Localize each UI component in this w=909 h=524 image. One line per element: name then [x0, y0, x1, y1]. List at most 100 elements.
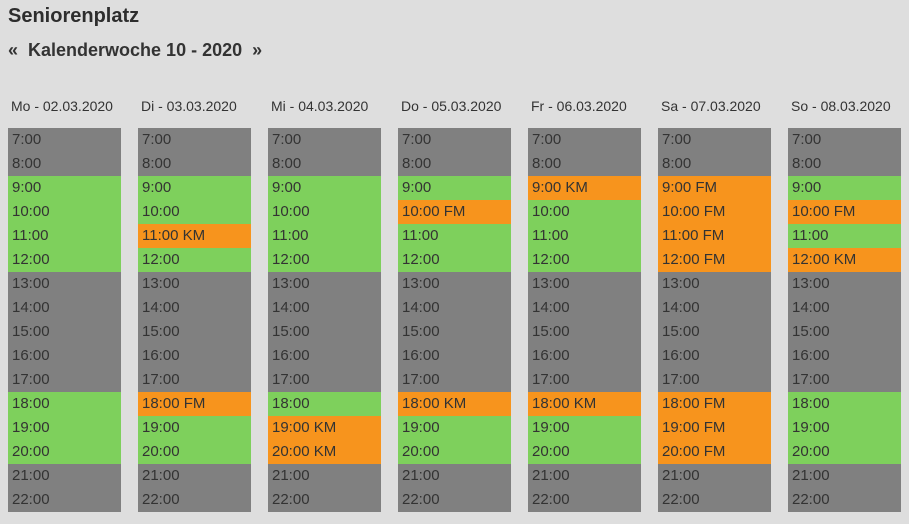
time-slot[interactable]: 19:00	[8, 416, 121, 440]
time-slot[interactable]: 12:00	[398, 248, 511, 272]
time-slot[interactable]: 9:00 KM	[528, 176, 641, 200]
time-slot: 13:00	[658, 272, 771, 296]
time-slot: 16:00	[788, 344, 901, 368]
time-slot[interactable]: 20:00	[528, 440, 641, 464]
time-slot: 16:00	[138, 344, 251, 368]
time-slot[interactable]: 12:00	[138, 248, 251, 272]
time-slot[interactable]: 12:00	[8, 248, 121, 272]
time-slot[interactable]: 11:00 KM	[138, 224, 251, 248]
time-slot[interactable]: 9:00	[138, 176, 251, 200]
time-slot: 13:00	[528, 272, 641, 296]
time-slot[interactable]: 18:00 FM	[658, 392, 771, 416]
time-slot[interactable]: 18:00 KM	[398, 392, 511, 416]
time-slot[interactable]: 19:00	[788, 416, 901, 440]
time-slot[interactable]: 20:00	[788, 440, 901, 464]
time-slot: 7:00	[398, 128, 511, 152]
time-slot: 8:00	[788, 152, 901, 176]
time-slot[interactable]: 12:00	[268, 248, 381, 272]
day-column: Do - 05.03.2020 7:00 8:00 9:00 10:00 FM 11:00…	[398, 98, 511, 512]
time-slot[interactable]: 10:00 FM	[398, 200, 511, 224]
time-slot[interactable]: 19:00 KM	[268, 416, 381, 440]
time-slot[interactable]: 11:00	[8, 224, 121, 248]
time-slot: 16:00	[268, 344, 381, 368]
time-slot[interactable]: 18:00	[788, 392, 901, 416]
time-slot[interactable]: 20:00	[138, 440, 251, 464]
time-slot[interactable]: 9:00	[788, 176, 901, 200]
time-slot: 15:00	[268, 320, 381, 344]
time-slot: 21:00	[398, 464, 511, 488]
time-slot: 7:00	[528, 128, 641, 152]
time-slot[interactable]: 10:00	[528, 200, 641, 224]
time-slot: 22:00	[658, 488, 771, 512]
time-slot: 15:00	[658, 320, 771, 344]
time-slot[interactable]: 19:00	[528, 416, 641, 440]
time-slot: 8:00	[138, 152, 251, 176]
time-slot[interactable]: 18:00 KM	[528, 392, 641, 416]
time-slot: 22:00	[398, 488, 511, 512]
time-slot[interactable]: 10:00	[8, 200, 121, 224]
day-slots: 7:00 8:00 9:00 10:00 FM 11:00 12:00 13:00 14:00…	[398, 128, 511, 512]
time-slot: 16:00	[658, 344, 771, 368]
time-slot[interactable]: 18:00 FM	[138, 392, 251, 416]
time-slot: 14:00	[398, 296, 511, 320]
time-slot[interactable]: 19:00 FM	[658, 416, 771, 440]
time-slot: 14:00	[268, 296, 381, 320]
time-slot: 21:00	[528, 464, 641, 488]
previous-week-icon[interactable]: «	[8, 40, 19, 60]
time-slot[interactable]: 19:00	[398, 416, 511, 440]
time-slot[interactable]: 10:00	[268, 200, 381, 224]
time-slot: 17:00	[658, 368, 771, 392]
next-week-icon[interactable]: »	[252, 40, 263, 60]
day-header: Mo - 02.03.2020	[11, 98, 113, 114]
day-column: Mi - 04.03.2020 7:00 8:00 9:00 10:00 11:00 12:…	[268, 98, 381, 512]
day-slots: 7:00 8:00 9:00 10:00 11:00 KM 12:00 13:00 14:00…	[138, 128, 251, 512]
time-slot: 14:00	[138, 296, 251, 320]
time-slot: 15:00	[788, 320, 901, 344]
time-slot: 16:00	[8, 344, 121, 368]
time-slot[interactable]: 11:00	[528, 224, 641, 248]
time-slot: 13:00	[8, 272, 121, 296]
week-label: Kalenderwoche 10 - 2020	[28, 40, 243, 60]
time-slot[interactable]: 9:00 FM	[658, 176, 771, 200]
time-slot: 7:00	[788, 128, 901, 152]
time-slot[interactable]: 11:00	[788, 224, 901, 248]
time-slot[interactable]: 20:00 FM	[658, 440, 771, 464]
time-slot[interactable]: 10:00	[138, 200, 251, 224]
time-slot[interactable]: 11:00	[398, 224, 511, 248]
day-header: Fr - 06.03.2020	[531, 98, 627, 114]
booking-page: Seniorenplatz « Kalenderwoche 10 - 2020 …	[8, 5, 901, 512]
time-slot[interactable]: 12:00	[528, 248, 641, 272]
day-header: Do - 05.03.2020	[401, 98, 502, 114]
time-slot: 22:00	[8, 488, 121, 512]
day-column: Mo - 02.03.2020 7:00 8:00 9:00 10:00 11:00 12:…	[8, 98, 121, 512]
time-slot: 7:00	[8, 128, 121, 152]
time-slot[interactable]: 10:00 FM	[788, 200, 901, 224]
time-slot[interactable]: 18:00	[8, 392, 121, 416]
time-slot[interactable]: 9:00	[8, 176, 121, 200]
time-slot: 7:00	[268, 128, 381, 152]
time-slot[interactable]: 9:00	[268, 176, 381, 200]
time-slot: 8:00	[528, 152, 641, 176]
day-column: So - 08.03.2020 7:00 8:00 9:00 10:00 FM 11:00…	[788, 98, 901, 512]
time-slot: 14:00	[8, 296, 121, 320]
day-slots: 7:00 8:00 9:00 KM 10:00 11:00 12:00 13:00 14:00…	[528, 128, 641, 512]
time-slot[interactable]: 20:00	[8, 440, 121, 464]
time-slot[interactable]: 20:00	[398, 440, 511, 464]
time-slot: 13:00	[268, 272, 381, 296]
time-slot[interactable]: 11:00	[268, 224, 381, 248]
time-slot[interactable]: 18:00	[268, 392, 381, 416]
time-slot[interactable]: 10:00 FM	[658, 200, 771, 224]
time-slot[interactable]: 11:00 FM	[658, 224, 771, 248]
day-slots: 7:00 8:00 9:00 10:00 FM 11:00 12:00 KM 13:00 14…	[788, 128, 901, 512]
time-slot: 22:00	[528, 488, 641, 512]
time-slot[interactable]: 19:00	[138, 416, 251, 440]
time-slot[interactable]: 9:00	[398, 176, 511, 200]
time-slot: 15:00	[138, 320, 251, 344]
time-slot: 8:00	[398, 152, 511, 176]
time-slot: 14:00	[788, 296, 901, 320]
week-navigation: « Kalenderwoche 10 - 2020 »	[8, 39, 901, 61]
time-slot: 8:00	[658, 152, 771, 176]
time-slot[interactable]: 12:00 KM	[788, 248, 901, 272]
time-slot[interactable]: 12:00 FM	[658, 248, 771, 272]
time-slot[interactable]: 20:00 KM	[268, 440, 381, 464]
